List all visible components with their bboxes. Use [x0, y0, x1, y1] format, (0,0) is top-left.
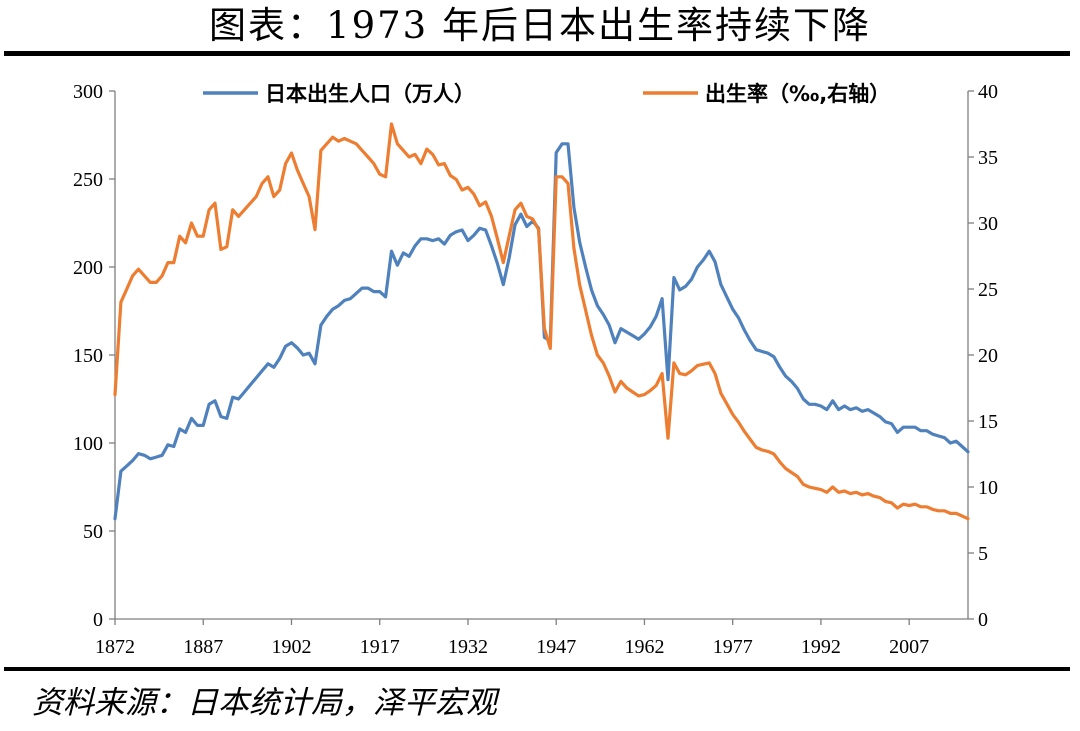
x-tick-label: 1977: [713, 636, 753, 658]
right-tick-label: 10: [978, 477, 998, 499]
left-tick-label: 50: [83, 521, 103, 543]
right-tick-label: 0: [978, 609, 988, 631]
birth-rate-series-line: [113, 122, 970, 521]
left-tick-label: 100: [73, 433, 103, 455]
left-tick-label: 150: [73, 345, 103, 367]
footer-rule: [4, 667, 1070, 671]
births-series-line: [113, 142, 970, 521]
x-tick-label: 1932: [448, 636, 488, 658]
x-tick-label: 1887: [183, 636, 223, 658]
right-tick-label: 30: [978, 213, 998, 235]
x-tick-label: 2007: [889, 636, 929, 658]
x-tick-label: 1917: [360, 636, 400, 658]
left-tick-label: 300: [73, 81, 103, 103]
legend-label-births: 日本出生人口（万人）: [265, 82, 475, 106]
axes: 0 50 100 150 200 250 300 0 5 10 15 20 25 30 35 40 1872 18…: [73, 81, 998, 658]
right-tick-label: 40: [978, 81, 998, 103]
legend: 日本出生人口（万人） 出生率（‰,右轴）: [203, 82, 890, 106]
x-tick-label: 1992: [801, 636, 841, 658]
title-rule: [4, 51, 1070, 56]
legend-label-rate: 出生率（‰,右轴）: [705, 82, 890, 106]
x-tick-label: 1962: [624, 636, 664, 658]
right-tick-label: 15: [978, 411, 998, 433]
left-tick-label: 250: [73, 169, 103, 191]
right-tick-label: 25: [978, 279, 998, 301]
chart-title: 图表：1973 年后日本出生率持续下降: [209, 4, 871, 47]
left-tick-label: 0: [93, 609, 103, 631]
x-tick-label: 1947: [536, 636, 576, 658]
x-tick-label: 1902: [271, 636, 311, 658]
series-lines: [113, 122, 970, 521]
right-tick-label: 20: [978, 345, 998, 367]
right-tick-label: 5: [978, 543, 988, 565]
left-tick-label: 200: [73, 257, 103, 279]
right-tick-label: 35: [978, 147, 998, 169]
source-note: 资料来源：日本统计局，泽平宏观: [32, 685, 497, 721]
x-tick-label: 1872: [95, 636, 135, 658]
